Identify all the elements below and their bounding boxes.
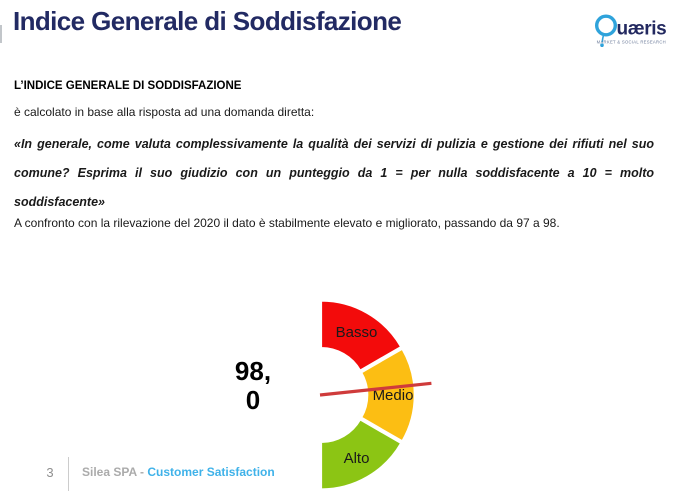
gauge-segment-label-basso: Basso bbox=[336, 324, 378, 341]
logo-tagline: MARKET & SOCIAL RESEARCH bbox=[597, 40, 666, 45]
page-number: 3 bbox=[46, 465, 54, 480]
quaeris-logo-graphic: uæris MARKET & SOCIAL RESEARCH bbox=[594, 14, 667, 47]
gauge-value: 98, 0 bbox=[221, 357, 285, 415]
footer-report: Customer Satisfaction bbox=[147, 465, 275, 479]
logo-wordmark: uæris bbox=[617, 19, 667, 40]
screen-edge-artifact bbox=[0, 25, 2, 43]
logo-q-icon bbox=[594, 14, 618, 37]
gauge-segment-basso bbox=[320, 299, 402, 372]
page-title: Indice Generale di Soddisfazione bbox=[13, 6, 402, 36]
gauge-needle bbox=[319, 381, 432, 397]
section-heading: L’INDICE GENERALE DI SODDISFAZIONE bbox=[14, 80, 242, 92]
gauge-value-line2: 0 bbox=[245, 385, 261, 415]
gauge-segment-alto bbox=[320, 418, 402, 491]
footer: Silea SPA - Customer Satisfaction bbox=[82, 465, 275, 479]
logo-q-dot-icon bbox=[600, 43, 604, 47]
logo-q-tail-icon bbox=[601, 34, 605, 43]
footer-divider bbox=[68, 457, 69, 491]
gauge-segment-medio bbox=[360, 347, 416, 443]
intro-text: è calcolato in base alla risposta ad una… bbox=[14, 105, 315, 119]
comparison-text: A confronto con la rilevazione del 2020 … bbox=[14, 216, 560, 230]
gauge-segment-label-medio: Medio bbox=[373, 387, 414, 404]
survey-question-quote: «In generale, come valuta complessivamen… bbox=[14, 137, 654, 209]
gauge-value-line1: 98, bbox=[234, 356, 272, 386]
footer-company: Silea SPA - bbox=[82, 465, 148, 479]
quaeris-logo: uæris MARKET & SOCIAL RESEARCH bbox=[594, 12, 674, 56]
gauge-chart: Basso Medio Alto bbox=[319, 299, 432, 491]
gauge-segment-label-alto: Alto bbox=[344, 450, 370, 467]
